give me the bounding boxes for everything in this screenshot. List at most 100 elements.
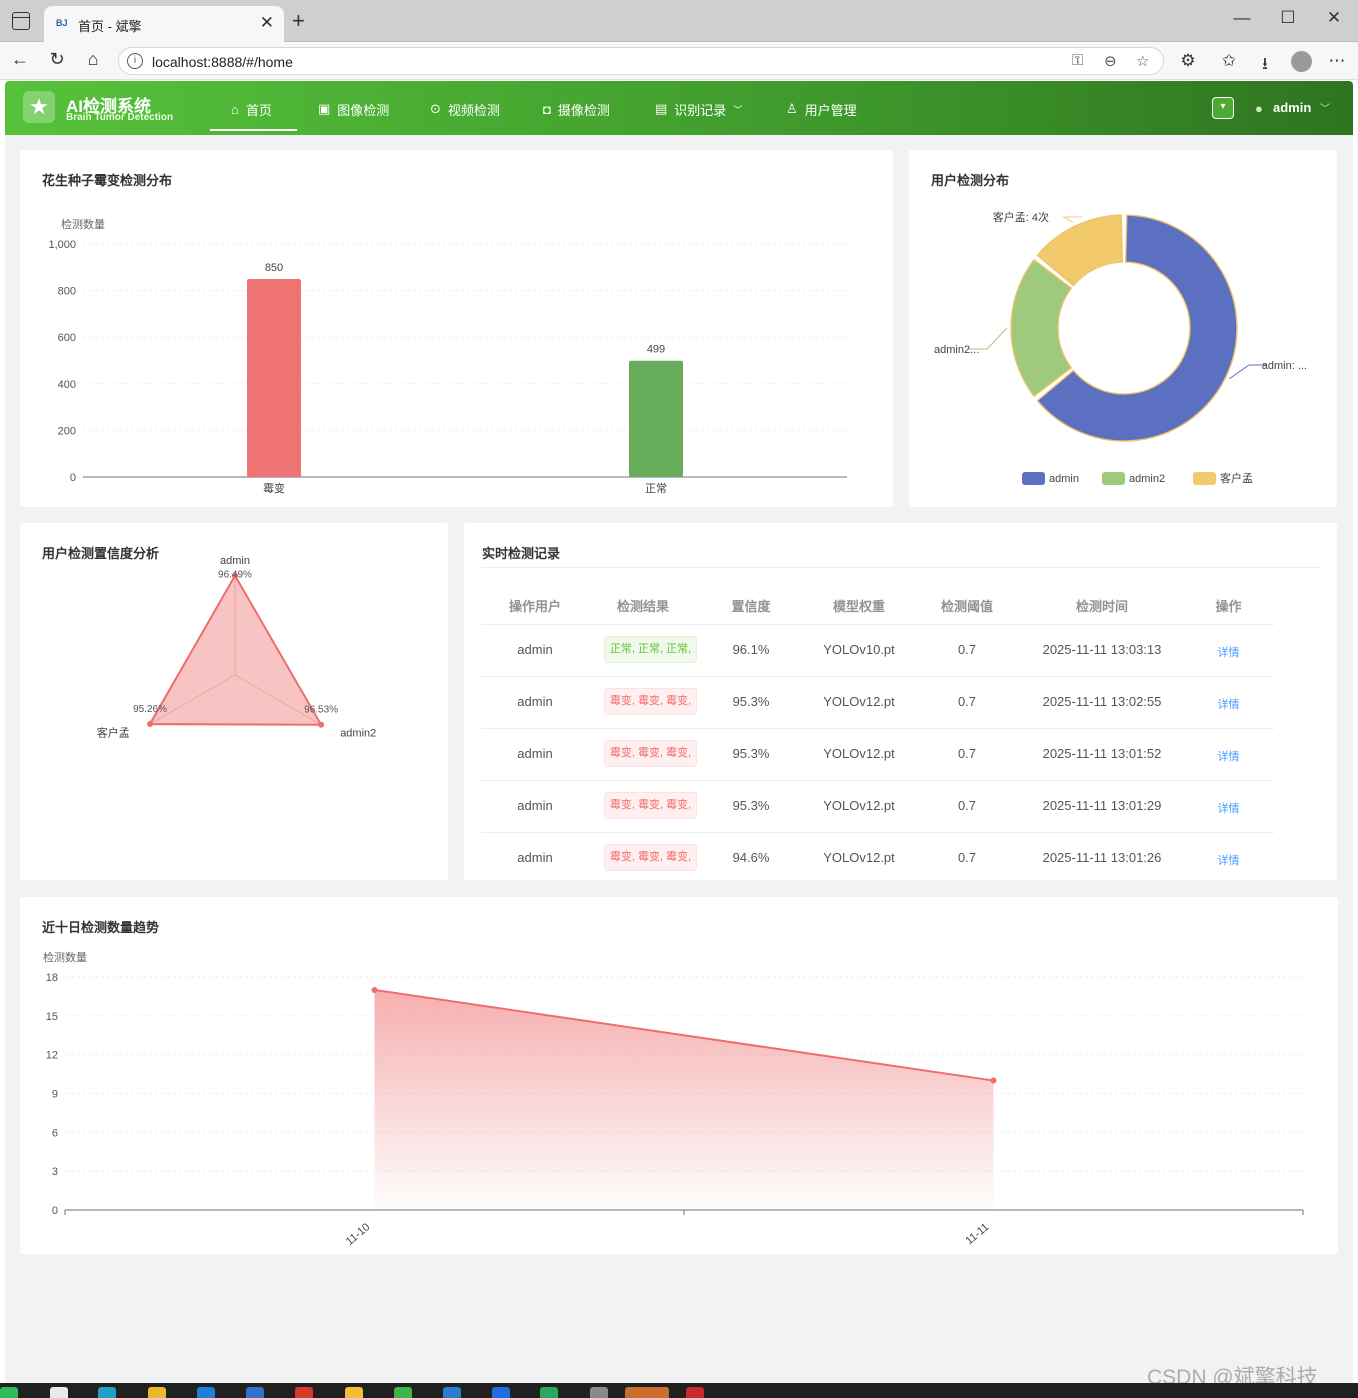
maximize-icon[interactable]: ☐: [1280, 8, 1296, 27]
trend-area-chart: 检测数量 0 3 6 9 12 15 18 11-10 11-11: [43, 950, 1304, 1248]
row-model: YOLOv12.pt: [823, 746, 895, 761]
back-icon[interactable]: ←: [11, 49, 29, 69]
trend-chart-title: 近十日检测数量趋势: [42, 920, 160, 935]
x-tick-label: 11-11: [963, 1221, 991, 1247]
extensions-icon[interactable]: ⚙: [1180, 51, 1196, 70]
window-close-icon[interactable]: ✕: [1326, 8, 1342, 27]
tab-close-icon[interactable]: ✕: [259, 13, 274, 32]
favorites-icon[interactable]: ✩: [1221, 51, 1237, 70]
taskbar-app-icon[interactable]: [0, 1387, 18, 1398]
table-header: 操作用户 检测结果 置信度 模型权重 检测阈值 检测时间 操作: [481, 583, 1274, 625]
bar: [629, 360, 683, 477]
current-user[interactable]: admin: [1273, 100, 1312, 115]
browser-tab[interactable]: BJ 首页 - 斌擎 ✕: [44, 6, 284, 42]
taskbar-app-icon[interactable]: [50, 1387, 68, 1398]
menu-home[interactable]: ⌂ 首页: [231, 99, 272, 119]
key-icon[interactable]: ⚿: [1072, 52, 1084, 69]
home-browser-icon[interactable]: ⌂: [87, 49, 99, 69]
taskbar-app-icon[interactable]: [345, 1387, 363, 1398]
details-link[interactable]: 详情: [1217, 699, 1240, 711]
new-tab-icon[interactable]: +: [292, 8, 305, 33]
title-divider: [481, 567, 1320, 568]
home-icon: ⌂: [231, 101, 239, 117]
area-fill: [374, 989, 994, 1210]
donut-chart: admin: ... admin2... 客户孟: 4次 admin admin2 客户孟: [934, 210, 1307, 485]
taskbar-app-icon[interactable]: [197, 1387, 215, 1398]
menu-user-management[interactable]: ♙ 用户管理: [786, 99, 857, 119]
bar-chart-title: 花生种子霉变检测分布: [42, 173, 173, 188]
bar-value-label: 850: [265, 262, 283, 274]
col-model: 模型权重: [832, 599, 885, 614]
col-action: 操作: [1215, 599, 1242, 614]
image-icon: ▣: [318, 101, 331, 116]
more-menu-icon[interactable]: ⋯: [1328, 51, 1346, 70]
row-model: YOLOv12.pt: [823, 694, 895, 709]
camera-icon: ◘: [543, 101, 551, 117]
data-point: [990, 1077, 997, 1084]
taskbar-app-icon[interactable]: [590, 1387, 608, 1398]
row-time: 2025-11-11 13:01:26: [1042, 850, 1162, 865]
details-link[interactable]: 详情: [1217, 803, 1240, 815]
radar-value-label: 95.26%: [133, 704, 167, 715]
taskbar-app-icon[interactable]: [295, 1387, 313, 1398]
menu-records[interactable]: ▤ 识别记录 ﹀: [655, 99, 742, 119]
taskbar-app-icon[interactable]: [246, 1387, 264, 1398]
theme-toggle-icon[interactable]: ▾: [1212, 97, 1234, 119]
y-tick-label: 12: [46, 1050, 58, 1062]
menu-camera-label: 摄像检测: [557, 102, 610, 118]
menu-camera-detection[interactable]: ◘ 摄像检测: [543, 99, 610, 119]
taskbar-app-icon[interactable]: [98, 1387, 116, 1398]
taskbar-app-icon[interactable]: [625, 1387, 669, 1398]
menu-users-label: 用户管理: [804, 102, 857, 118]
url-text[interactable]: localhost:8888/#/home: [152, 54, 293, 70]
address-bar[interactable]: i localhost:8888/#/home ⚿ ⊖ ☆: [118, 47, 1164, 75]
zoom-icon[interactable]: ⊖: [1104, 53, 1117, 70]
taskbar-app-icon[interactable]: [394, 1387, 412, 1398]
refresh-icon[interactable]: ↻: [49, 49, 65, 69]
slice-label: admin: ...: [1262, 360, 1307, 372]
bar: [247, 278, 301, 477]
row-threshold: 0.7: [957, 642, 977, 657]
favorite-star-icon[interactable]: ☆: [1136, 53, 1150, 70]
app-header: ★ AI检测系统 Brain Tumor Detection ⌂ 首页 ▣ 图像…: [5, 81, 1353, 135]
row-confidence: 95.3%: [732, 798, 770, 813]
menu-image-label: 图像检测: [337, 102, 390, 118]
active-menu-indicator: [210, 129, 297, 131]
taskbar-app-icon[interactable]: [443, 1387, 461, 1398]
user-avatar-icon[interactable]: ●: [1255, 101, 1263, 116]
taskbar-app-icon[interactable]: [492, 1387, 510, 1398]
legend-label: admin: [1049, 473, 1079, 485]
download-icon[interactable]: ⭳: [1262, 54, 1268, 73]
site-info-icon[interactable]: i: [127, 53, 143, 69]
table-row: admin 霉变, 霉变, 霉变, 94.6% YOLOv12.pt 0.7 2…: [481, 833, 1274, 885]
row-user: admin: [517, 746, 553, 761]
result-tag: 霉变, 霉变, 霉变,: [604, 740, 697, 767]
details-link[interactable]: 详情: [1217, 855, 1240, 867]
details-link[interactable]: 详情: [1217, 647, 1240, 659]
radar-indicator-label: admin: [220, 555, 250, 567]
video-play-icon: ⊙: [430, 101, 441, 116]
radar-indicator-label: admin2: [340, 728, 376, 740]
row-model: YOLOv10.pt: [823, 642, 895, 657]
taskbar-app-icon[interactable]: [148, 1387, 166, 1398]
y-tick-label: 15: [46, 1011, 58, 1023]
tab-actions-icon[interactable]: [12, 12, 30, 30]
minimize-icon[interactable]: —: [1233, 8, 1251, 27]
y-tick-label: 600: [58, 332, 76, 344]
profile-avatar[interactable]: [1291, 51, 1312, 72]
y-tick-label: 200: [58, 425, 76, 437]
details-link[interactable]: 详情: [1217, 751, 1240, 763]
radar-value-label: 96.53%: [304, 705, 338, 716]
taskbar-app-icon[interactable]: [686, 1387, 704, 1398]
taskbar-app-icon[interactable]: [540, 1387, 558, 1398]
donut-slice: [1036, 214, 1124, 287]
dashboard-content: 花生种子霉变检测分布 检测数量 0 200 400 600 800 1,000 850 霉变 49…: [5, 135, 1353, 1383]
bar-value-label: 499: [647, 344, 665, 356]
row-threshold: 0.7: [957, 694, 977, 709]
user-dropdown-icon[interactable]: ﹀: [1320, 104, 1330, 115]
row-confidence: 94.6%: [732, 850, 770, 865]
row-confidence: 95.3%: [732, 746, 770, 761]
menu-image-detection[interactable]: ▣ 图像检测: [318, 99, 389, 119]
slice-label: 客户孟: 4次: [993, 210, 1049, 224]
menu-video-detection[interactable]: ⊙ 视频检测: [430, 99, 500, 119]
